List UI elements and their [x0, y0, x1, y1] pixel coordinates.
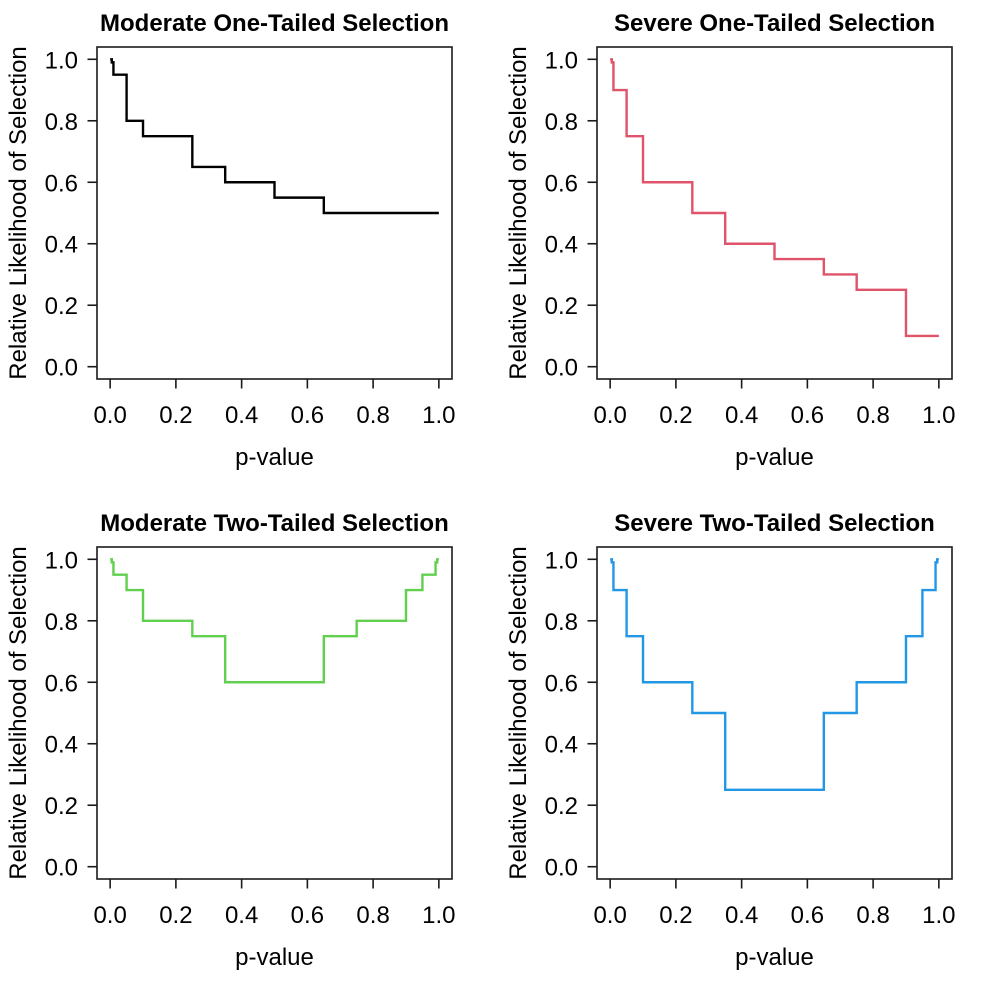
- y-axis-label: Relative Likelihood of Selection: [5, 546, 32, 880]
- x-tick-label: 0.2: [659, 902, 692, 929]
- x-tick-label: 0.0: [93, 902, 126, 929]
- x-tick-label: 1.0: [422, 402, 455, 429]
- y-axis-label: Relative Likelihood of Selection: [5, 46, 32, 380]
- y-axis-label: Relative Likelihood of Selection: [505, 546, 532, 880]
- x-tick-label: 0.2: [659, 402, 692, 429]
- y-axis-label: Relative Likelihood of Selection: [505, 46, 532, 380]
- x-tick-label: 1.0: [422, 902, 455, 929]
- plot-box: [596, 546, 953, 880]
- x-tick-label: 0.4: [225, 402, 258, 429]
- plot-box: [596, 46, 953, 380]
- y-tick-label: 0.2: [45, 293, 78, 320]
- y-tick-label: 0.0: [45, 855, 78, 882]
- y-tick-label: 0.0: [45, 355, 78, 382]
- step-line: [610, 558, 939, 792]
- panel-moderate-two-tailed: Moderate Two-Tailed Selection 0.0 0.2 0.4 0…: [0, 500, 500, 1000]
- step-line: [110, 558, 439, 684]
- y-tick-label: 0.2: [45, 793, 78, 820]
- y-tick-label: 0.0: [545, 855, 578, 882]
- y-tick-label: 0.4: [45, 732, 78, 759]
- x-tick-label: 0.4: [725, 902, 758, 929]
- x-tick-label: 1.0: [922, 902, 955, 929]
- panel-title: Moderate Two-Tailed Selection: [100, 510, 449, 537]
- x-tick-label: 0.4: [725, 402, 758, 429]
- x-tick-label: 0.2: [159, 402, 192, 429]
- y-tick-label: 0.4: [45, 232, 78, 259]
- panel-title: Moderate One-Tailed Selection: [100, 10, 449, 37]
- x-axis-label: p-value: [735, 444, 814, 471]
- y-axis: 0.0 0.2 0.4 0.6 0.8 1.0: [45, 47, 97, 382]
- y-axis: 0.0 0.2 0.4 0.6 0.8 1.0: [45, 547, 97, 882]
- x-tick-label: 0.8: [856, 902, 889, 929]
- x-axis: 0.0 0.2 0.4 0.6 0.8 1.0: [93, 879, 456, 929]
- y-axis: 0.0 0.2 0.4 0.6 0.8 1.0: [545, 47, 597, 382]
- x-axis: 0.0 0.2 0.4 0.6 0.8 1.0: [593, 379, 956, 429]
- x-tick-label: 0.8: [356, 902, 389, 929]
- y-tick-label: 0.6: [545, 170, 578, 197]
- panel-title: Severe Two-Tailed Selection: [614, 510, 935, 537]
- x-tick-label: 0.2: [159, 902, 192, 929]
- x-axis: 0.0 0.2 0.4 0.6 0.8 1.0: [93, 379, 456, 429]
- y-tick-label: 0.6: [45, 670, 78, 697]
- panel-severe-one-tailed: Severe One-Tailed Selection 0.0 0.2 0.4 0.6…: [500, 0, 1000, 500]
- y-tick-label: 0.0: [545, 355, 578, 382]
- x-tick-label: 0.6: [791, 902, 824, 929]
- x-tick-label: 0.6: [291, 402, 324, 429]
- step-line: [110, 58, 439, 215]
- y-axis: 0.0 0.2 0.4 0.6 0.8 1.0: [545, 547, 597, 882]
- step-line: [610, 58, 939, 338]
- x-tick-label: 0.8: [356, 402, 389, 429]
- y-tick-label: 0.4: [545, 232, 578, 259]
- y-tick-label: 0.2: [545, 793, 578, 820]
- y-tick-label: 0.6: [545, 670, 578, 697]
- y-tick-label: 0.4: [545, 732, 578, 759]
- x-tick-label: 0.6: [791, 402, 824, 429]
- panel-title: Severe One-Tailed Selection: [614, 10, 935, 37]
- y-tick-label: 1.0: [545, 547, 578, 574]
- x-tick-label: 0.6: [291, 902, 324, 929]
- x-tick-label: 1.0: [922, 402, 955, 429]
- plot-box: [96, 46, 453, 380]
- y-tick-label: 0.8: [45, 609, 78, 636]
- x-axis-label: p-value: [235, 444, 314, 471]
- x-tick-label: 0.0: [93, 402, 126, 429]
- x-tick-label: 0.4: [225, 902, 258, 929]
- y-tick-label: 0.8: [45, 109, 78, 136]
- y-tick-label: 0.8: [545, 109, 578, 136]
- y-tick-label: 0.8: [545, 609, 578, 636]
- y-tick-label: 1.0: [45, 547, 78, 574]
- x-tick-label: 0.8: [856, 402, 889, 429]
- x-axis: 0.0 0.2 0.4 0.6 0.8 1.0: [593, 879, 956, 929]
- y-tick-label: 1.0: [545, 47, 578, 74]
- x-tick-label: 0.0: [593, 402, 626, 429]
- y-tick-label: 0.2: [545, 293, 578, 320]
- y-tick-label: 1.0: [45, 47, 78, 74]
- x-tick-label: 0.0: [593, 902, 626, 929]
- plot-box: [96, 546, 453, 880]
- panel-severe-two-tailed: Severe Two-Tailed Selection 0.0 0.2 0.4 0.6…: [500, 500, 1000, 1000]
- y-tick-label: 0.6: [45, 170, 78, 197]
- x-axis-label: p-value: [735, 944, 814, 971]
- x-axis-label: p-value: [235, 944, 314, 971]
- panel-moderate-one-tailed: Moderate One-Tailed Selection 0.0 0.2 0.4 0…: [0, 0, 500, 500]
